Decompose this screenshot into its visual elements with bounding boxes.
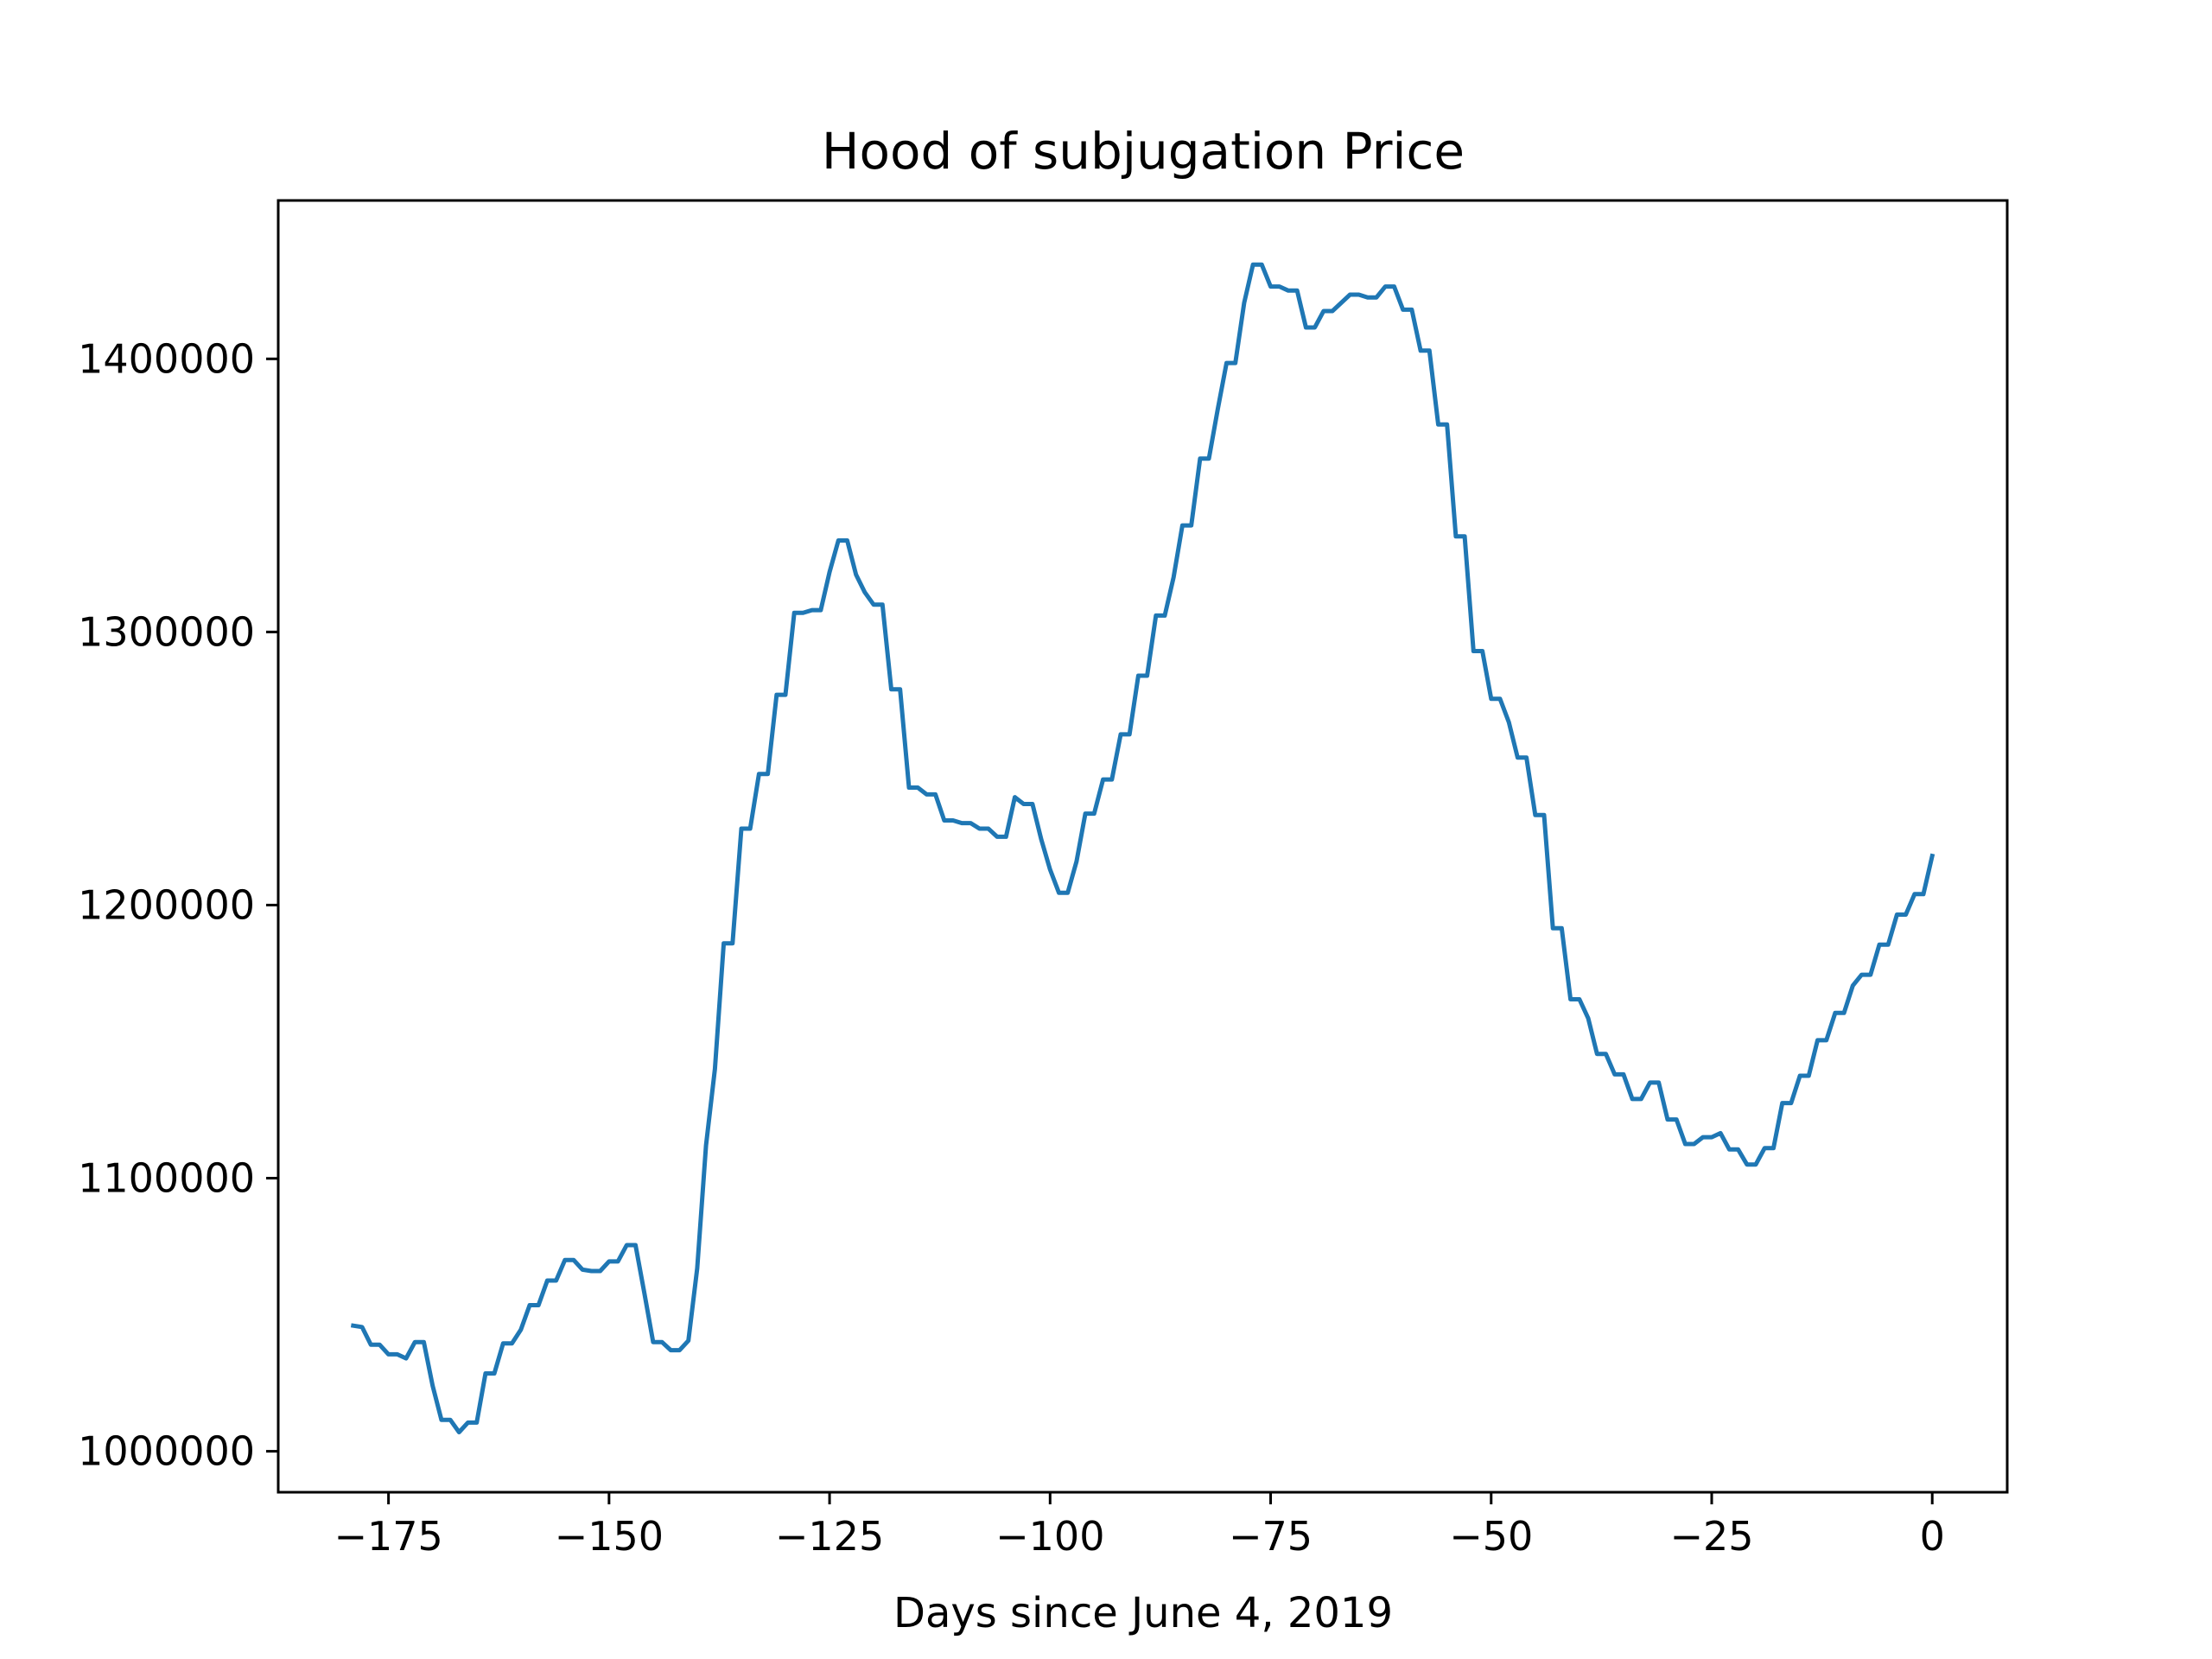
y-tick-label: 1200000 [78, 881, 255, 928]
x-tick-label: −50 [1449, 1513, 1533, 1560]
x-tick-label: 0 [1920, 1513, 1945, 1560]
x-axis-title: Days since June 4, 2019 [893, 1589, 1393, 1637]
plot-area [350, 262, 1936, 1434]
x-tick-label: −175 [334, 1513, 442, 1560]
y-tick-label: 1400000 [78, 335, 255, 382]
axes-frame [276, 199, 2009, 1494]
y-tick-label: 1300000 [78, 608, 255, 655]
series-line-0 [350, 262, 1936, 1434]
y-tick-label: 1000000 [78, 1428, 255, 1475]
x-tick-label: −100 [995, 1513, 1104, 1560]
x-tick-label: −150 [555, 1513, 664, 1560]
x-tick-label: −75 [1229, 1513, 1313, 1560]
x-tick-label: −25 [1669, 1513, 1753, 1560]
y-axis: 1000000 1100000 1200000 1300000 1400000 [78, 335, 278, 1475]
chart-title: Hood of subjugation Price [822, 122, 1465, 181]
x-axis: −175 −150 −125 −100 −75 −50 −25 0 [334, 1492, 1945, 1560]
y-tick-label: 1100000 [78, 1155, 255, 1202]
x-tick-label: −125 [775, 1513, 884, 1560]
